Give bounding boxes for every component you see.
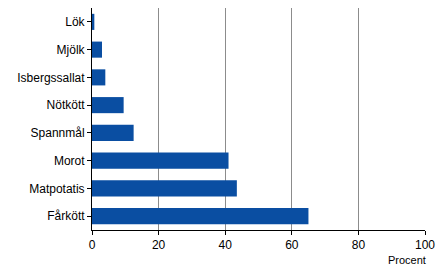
svg-text:Mjölk: Mjölk <box>57 43 86 57</box>
svg-text:Isbergssallat: Isbergssallat <box>17 71 85 85</box>
svg-text:40: 40 <box>219 238 233 252</box>
svg-text:0: 0 <box>89 238 96 252</box>
svg-text:100: 100 <box>415 238 435 252</box>
svg-text:Spannmål: Spannmål <box>31 126 85 140</box>
svg-text:Matpotatis: Matpotatis <box>29 182 84 196</box>
svg-text:Fårkött: Fårkött <box>47 209 85 223</box>
svg-text:60: 60 <box>285 238 299 252</box>
svg-text:Nötkött: Nötkött <box>47 98 86 112</box>
svg-text:Lök: Lök <box>65 15 85 29</box>
svg-text:20: 20 <box>152 238 166 252</box>
svg-text:Procent: Procent <box>388 254 426 266</box>
svg-text:80: 80 <box>352 238 366 252</box>
svg-text:Morot: Morot <box>54 154 85 168</box>
